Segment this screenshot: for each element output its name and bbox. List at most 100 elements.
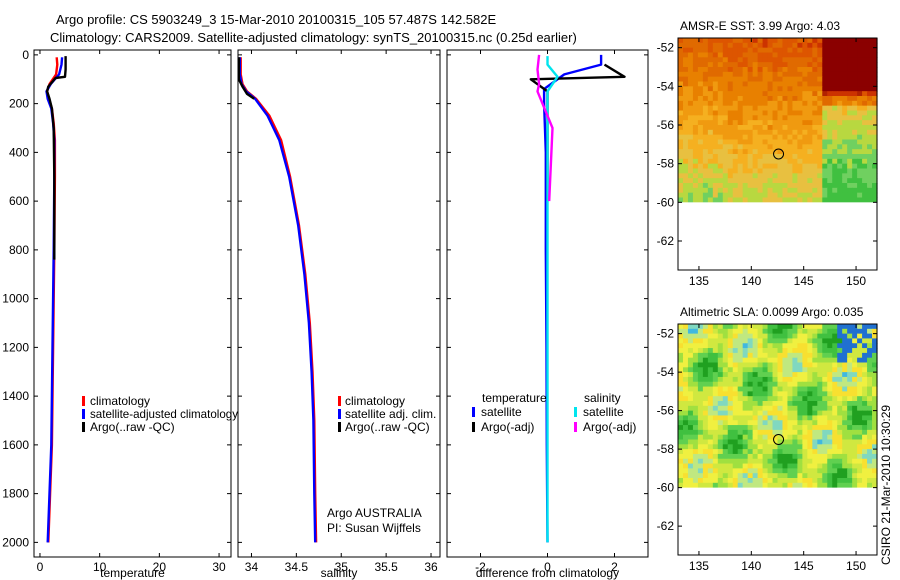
heatmap-cell xyxy=(722,444,729,450)
heatmap-cell xyxy=(842,415,848,421)
heatmap-cell xyxy=(702,76,709,83)
heatmap-cell xyxy=(857,96,863,102)
heatmap-cell xyxy=(827,134,833,141)
heatmap-cell xyxy=(687,197,694,203)
heatmap-cell xyxy=(862,144,868,150)
heatmap-cell xyxy=(692,478,699,484)
heatmap-cell xyxy=(842,183,848,189)
heatmap-cell xyxy=(722,91,729,97)
heatmap-cell xyxy=(762,453,769,460)
heatmap-cell xyxy=(812,434,818,441)
heatmap-cell xyxy=(717,71,724,78)
heatmap-cell xyxy=(822,168,828,174)
heatmap-cell xyxy=(712,154,719,160)
heatmap-cell xyxy=(772,352,779,359)
heatmap-cell xyxy=(757,81,764,87)
heatmap-cell xyxy=(678,67,684,73)
heatmap-cell xyxy=(692,86,699,92)
map-blank-area xyxy=(678,487,877,555)
heatmap-cell xyxy=(732,38,739,44)
heatmap-cell xyxy=(727,420,734,426)
heatmap-cell xyxy=(752,478,759,484)
heatmap-cell xyxy=(807,453,813,460)
heatmap-cell xyxy=(792,405,798,412)
heatmap-cell xyxy=(842,453,848,460)
heatmap-cell xyxy=(722,158,729,165)
heatmap-cell xyxy=(757,449,764,455)
heatmap-cell xyxy=(772,425,779,431)
heatmap-cell xyxy=(707,429,714,436)
heatmap-cell xyxy=(712,163,719,170)
heatmap-cell xyxy=(732,134,739,141)
heatmap-cell xyxy=(737,410,744,417)
heatmap-cell xyxy=(817,401,823,407)
heatmap-cell xyxy=(767,178,774,184)
heatmap-cell xyxy=(678,376,684,383)
heatmap-cell xyxy=(867,158,873,165)
heatmap-cell xyxy=(822,372,828,378)
heatmap-cell xyxy=(817,434,823,441)
heatmap-cell xyxy=(707,187,714,194)
heatmap-cell xyxy=(707,338,714,344)
heatmap-cell xyxy=(832,178,838,184)
heatmap-cell xyxy=(762,381,769,388)
heatmap-cell xyxy=(817,381,823,388)
heatmap-cell xyxy=(762,405,769,412)
heatmap-cell xyxy=(847,163,853,170)
heatmap-cell xyxy=(857,38,863,44)
heatmap-cell xyxy=(847,173,853,179)
heatmap-cell xyxy=(832,434,838,441)
heatmap-cell xyxy=(747,357,754,364)
heatmap-cell xyxy=(822,444,828,450)
heatmap-cell xyxy=(692,52,699,58)
heatmap-cell xyxy=(847,81,853,87)
heatmap-cell xyxy=(687,434,694,441)
heatmap-cell xyxy=(817,76,823,83)
heatmap-cell xyxy=(797,100,803,107)
heatmap-cell xyxy=(777,42,784,49)
heatmap-cell xyxy=(872,86,878,92)
heatmap-cell xyxy=(822,158,828,165)
heatmap-cell xyxy=(827,86,833,92)
heatmap-cell xyxy=(697,47,704,54)
heatmap-cell xyxy=(792,71,798,78)
heatmap-cell xyxy=(807,76,813,83)
heatmap-cell xyxy=(742,91,749,97)
heatmap-cell xyxy=(797,76,803,83)
heatmap-cell xyxy=(757,468,764,474)
heatmap-cell xyxy=(817,425,823,431)
heatmap-cell xyxy=(847,473,853,479)
heatmap-cell xyxy=(702,449,709,455)
heatmap-cell xyxy=(732,57,739,63)
heatmap-cell xyxy=(782,187,789,194)
heatmap-cell xyxy=(867,401,873,407)
heatmap-cell xyxy=(772,434,779,441)
heatmap-cell xyxy=(857,420,863,426)
heatmap-cell xyxy=(752,367,759,373)
heatmap-cell xyxy=(687,376,694,383)
heatmap-cell xyxy=(827,367,833,373)
heatmap-cell xyxy=(742,183,749,189)
heatmap-cell xyxy=(862,453,868,460)
heatmap-cell xyxy=(822,333,828,340)
heatmap-cell xyxy=(832,149,838,155)
heatmap-cell xyxy=(707,163,714,170)
heatmap-cell xyxy=(837,144,843,150)
heatmap-cell xyxy=(737,62,744,68)
heatmap-cell xyxy=(712,115,719,121)
heatmap-cell xyxy=(727,352,734,359)
heatmap-cell xyxy=(757,110,764,116)
heatmap-cell xyxy=(857,473,863,479)
heatmap-cell xyxy=(752,463,759,469)
heatmap-cell xyxy=(687,473,694,479)
heatmap-cell xyxy=(777,391,784,397)
heatmap-cell xyxy=(822,47,828,54)
heatmap-cell xyxy=(827,115,833,121)
salinity-panel-frame xyxy=(237,49,441,558)
heatmap-cell xyxy=(797,376,803,383)
heatmap-cell xyxy=(872,386,878,392)
heatmap-cell xyxy=(752,405,759,412)
heatmap-cell xyxy=(732,376,739,383)
heatmap-cell xyxy=(817,482,823,489)
heatmap-cell xyxy=(717,96,724,102)
